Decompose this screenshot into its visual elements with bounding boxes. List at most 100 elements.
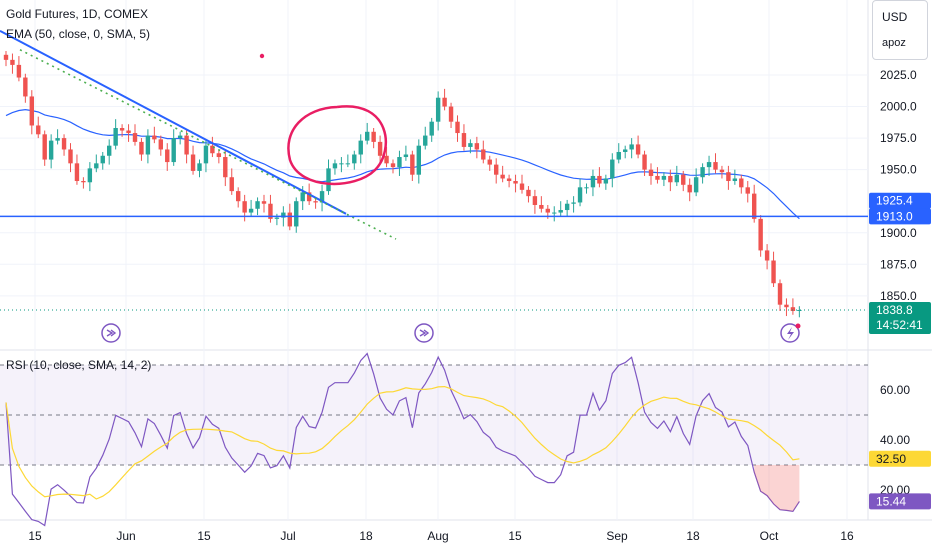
rsi-ma-line[interactable] xyxy=(5,385,800,500)
lightning-event-icon[interactable] xyxy=(780,323,801,343)
lightning-icon xyxy=(787,327,794,340)
candle-body xyxy=(365,131,370,141)
candle-body xyxy=(48,140,54,160)
candle-body xyxy=(236,191,241,202)
rsi-ma-tag[interactable]: 32.50 xyxy=(869,450,931,467)
rsi-pane xyxy=(0,352,868,527)
candle-body xyxy=(113,128,118,146)
oversold-fill xyxy=(754,465,800,512)
candle-body xyxy=(435,97,441,122)
currency-selector[interactable]: USD apoz xyxy=(872,0,928,60)
candle-body xyxy=(687,184,692,193)
candle-body xyxy=(68,149,73,164)
candle-body xyxy=(294,201,299,227)
candle-body xyxy=(584,187,589,189)
candle-body xyxy=(268,203,273,219)
user-label[interactable]: apoz xyxy=(882,37,906,49)
candle-body xyxy=(165,149,170,163)
candle-body xyxy=(506,178,512,182)
symbol-legend[interactable]: Gold Futures, 1D, COMEX xyxy=(6,7,149,21)
candle-body xyxy=(403,154,409,158)
candle-body xyxy=(758,218,763,251)
candle-body xyxy=(332,163,338,169)
candle-body xyxy=(461,133,467,147)
candle-body xyxy=(429,121,434,136)
candle-body xyxy=(339,163,344,165)
last-price-tag[interactable]: 1838.814:52:41 xyxy=(869,301,931,334)
candle-body xyxy=(577,187,583,203)
dividend-event-icon[interactable] xyxy=(414,323,434,343)
line-value-tag-bg xyxy=(869,208,931,225)
candle-body xyxy=(177,135,183,139)
trendline[interactable] xyxy=(0,29,347,215)
candle-body xyxy=(455,121,460,134)
rsi-line[interactable] xyxy=(5,352,800,527)
candle-body xyxy=(132,133,138,142)
candle-body xyxy=(145,135,151,155)
candle-body xyxy=(139,141,144,155)
candle-body xyxy=(255,201,260,209)
candle-body xyxy=(410,154,415,175)
candle-body xyxy=(558,210,563,213)
candle-body xyxy=(745,187,750,194)
candle-body xyxy=(448,106,454,122)
candle-body xyxy=(635,144,641,155)
candle-body xyxy=(184,135,189,155)
candle-body xyxy=(797,309,802,311)
rsi-value-tag[interactable]: 15.44 xyxy=(869,493,931,510)
time-tick-label: 18 xyxy=(359,529,373,543)
grid xyxy=(0,0,932,521)
candle-body xyxy=(610,159,615,179)
candle-body xyxy=(623,149,628,152)
candle-body xyxy=(152,135,157,140)
candle-body xyxy=(81,181,86,183)
candle-body xyxy=(397,157,402,168)
main-pane-bg xyxy=(0,0,868,350)
ema-layer xyxy=(5,108,800,220)
line-value-tag-text: 1913.0 xyxy=(876,209,913,223)
candle-body xyxy=(513,181,518,184)
price-tick-label: 1975.0 xyxy=(880,131,917,145)
ema-line[interactable] xyxy=(5,108,800,220)
candle-body xyxy=(700,167,705,178)
candle-body xyxy=(564,203,570,211)
ema-value-tag[interactable]: 1925.4 xyxy=(869,192,931,209)
rsi-ma-tag-text: 32.50 xyxy=(876,452,906,466)
last-price-tag-bg xyxy=(869,301,931,334)
highlight-circle[interactable] xyxy=(287,105,388,186)
candle-body xyxy=(197,163,202,171)
ema-legend[interactable]: EMA (50, close, 0, SMA, 5) xyxy=(6,27,151,41)
candle-body xyxy=(481,149,486,160)
price-tick-label: 2000.0 xyxy=(880,100,917,114)
candle-body xyxy=(23,77,28,97)
candle-body xyxy=(371,131,376,142)
arrow-icon xyxy=(106,329,117,337)
candle-body xyxy=(274,217,280,219)
candle-body xyxy=(203,145,209,164)
currency-label[interactable]: USD xyxy=(882,10,908,24)
candle-body xyxy=(777,283,783,305)
drawings-layer xyxy=(0,29,868,343)
rsi-legend[interactable]: RSI (10, close, SMA, 14, 2) xyxy=(6,358,152,372)
candle-body xyxy=(500,174,505,179)
line-value-tag[interactable]: 1913.0 xyxy=(869,208,931,225)
dotted-trendline[interactable] xyxy=(19,49,397,240)
candle-body xyxy=(423,135,428,146)
candle-body xyxy=(661,175,667,180)
rsi-tick-label: 60.00 xyxy=(880,383,910,397)
candle-body xyxy=(158,139,163,150)
candle-body xyxy=(210,145,215,154)
candle-body xyxy=(16,64,22,78)
price-tick-label: 1875.0 xyxy=(880,257,917,271)
candle-body xyxy=(442,97,447,107)
candle-body xyxy=(352,154,357,164)
candle-body xyxy=(345,163,351,165)
candle-body xyxy=(648,169,654,176)
price-tick-label: 1850.0 xyxy=(880,289,917,303)
candle-body xyxy=(61,138,67,150)
time-tick-label: Jun xyxy=(116,529,135,543)
dividend-event-icon[interactable] xyxy=(101,323,121,343)
